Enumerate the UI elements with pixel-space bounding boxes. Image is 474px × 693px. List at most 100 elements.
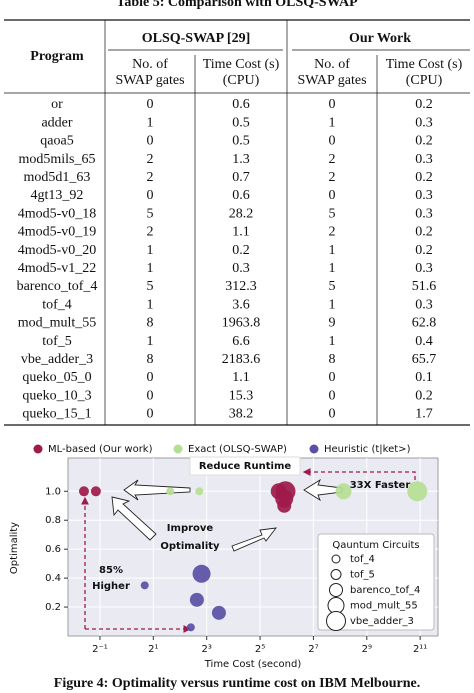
cell: 1 [329,334,336,349]
cell: 0 [329,407,336,422]
cell: 0 [147,370,154,385]
cell: 0.6 [232,97,250,112]
cell: 0.5 [232,134,250,149]
sub-header: (CPU) [223,73,260,88]
cell: 0 [329,370,336,385]
sub-header: SWAP gates [297,73,366,88]
cell: 0.2 [415,225,433,240]
row-label: adder [41,115,72,130]
cell: 2 [147,225,154,240]
size-legend-box [317,533,435,631]
cell: 0.6 [232,188,250,203]
cell: 1 [147,334,154,349]
size-legend-label: tof_4 [350,554,375,565]
annotation: 85% [99,565,123,576]
row-label: mod5d1_63 [24,170,91,185]
sub-header: SWAP gates [115,73,184,88]
row-label: tof_5 [42,334,72,349]
cell: 1.7 [415,407,433,422]
point [277,498,292,513]
sub-header: (CPU) [406,73,443,88]
point [140,581,149,590]
size-legend-label: vbe_adder_3 [350,616,414,627]
cell: 1963.8 [222,316,261,331]
cell: 2183.6 [222,352,261,367]
sub-header: No. of [132,57,168,72]
cell: 15.3 [229,388,254,403]
cell: 0.3 [415,115,433,130]
cell: 0.2 [232,243,250,258]
row-label: queko_15_1 [22,407,91,422]
y-tick-label: 0.8 [45,515,61,526]
x-tick-label: 2¹¹ [413,644,427,655]
cell: 3.6 [232,297,250,312]
cell: 1 [147,243,154,258]
x-tick-label: 2³ [201,644,211,655]
cell: 28.2 [229,206,254,221]
point [90,486,101,497]
cell: 1 [329,261,336,276]
cell: 2 [329,225,336,240]
cell: 1 [147,261,154,276]
cell: 8 [147,316,154,331]
cell: 6.6 [232,334,250,349]
row-label: 4mod5-v0_20 [18,243,97,258]
cell: 0.3 [232,261,250,276]
legend-label: ML-based (Our work) [48,444,153,455]
row-label: mod_mult_55 [18,316,97,331]
cell: 0.2 [415,170,433,185]
cell: 62.8 [412,316,437,331]
point [166,487,175,496]
cell: 0.7 [232,170,250,185]
cell: 0 [147,407,154,422]
cell: 0.3 [415,188,433,203]
legend-label: Heuristic (t|ket>) [324,444,411,455]
cell: 0.4 [415,334,433,349]
row-label: or [51,97,63,112]
sub-header: No. of [314,57,350,72]
cell: 0.3 [415,206,433,221]
point [407,481,428,502]
row-label: vbe_adder_3 [21,352,93,367]
cell: 0 [147,388,154,403]
row-label: qaoa5 [40,134,73,149]
row-label: 4mod5-v1_22 [18,261,97,276]
y-tick-label: 0.2 [45,602,61,613]
cell: 0 [147,134,154,149]
row-label: mod5mils_65 [18,152,95,167]
annotation: 33X Faster [350,480,411,491]
cell: 1 [147,297,154,312]
cell: 0.3 [415,261,433,276]
point [192,564,211,583]
column-separators [104,20,378,425]
size-legend-title: Qauntum Circuits [332,540,419,551]
cell: 2 [329,152,336,167]
legend-marker [173,444,183,454]
hollow-arrows [111,478,343,552]
size-legend-marker [330,569,342,580]
cell: 1.1 [232,370,250,385]
cell: 1.1 [232,225,250,240]
y-tick-label: 0.6 [45,544,61,555]
legend-marker [33,444,43,454]
cell: 0 [329,134,336,149]
size-legend-label: tof_5 [350,570,375,581]
point [78,486,89,497]
size-legend-label: mod_mult_55 [350,601,418,612]
cell: 2 [329,170,336,185]
figure-caption: Figure 4: Optimality versus runtime cost… [54,676,420,691]
x-tick-label: 2⁵ [255,644,265,655]
size-legend-marker [326,611,346,631]
x-axis-label: Time Cost (second) [204,659,302,670]
cell: 312.3 [225,279,257,294]
x-tick-label: 2⁹ [362,644,372,655]
y-axis-label: Optimality [9,522,20,574]
row-label: 4mod5-v0_18 [18,206,97,221]
legend-label: Exact (OLSQ-SWAP) [188,444,287,455]
annotation: Higher [92,581,130,592]
annotation: Optimality [160,541,220,552]
annotation: Improve [167,523,214,534]
size-legend-label: barenco_tof_4 [350,585,420,596]
y-tick-label: 1.0 [45,486,61,497]
